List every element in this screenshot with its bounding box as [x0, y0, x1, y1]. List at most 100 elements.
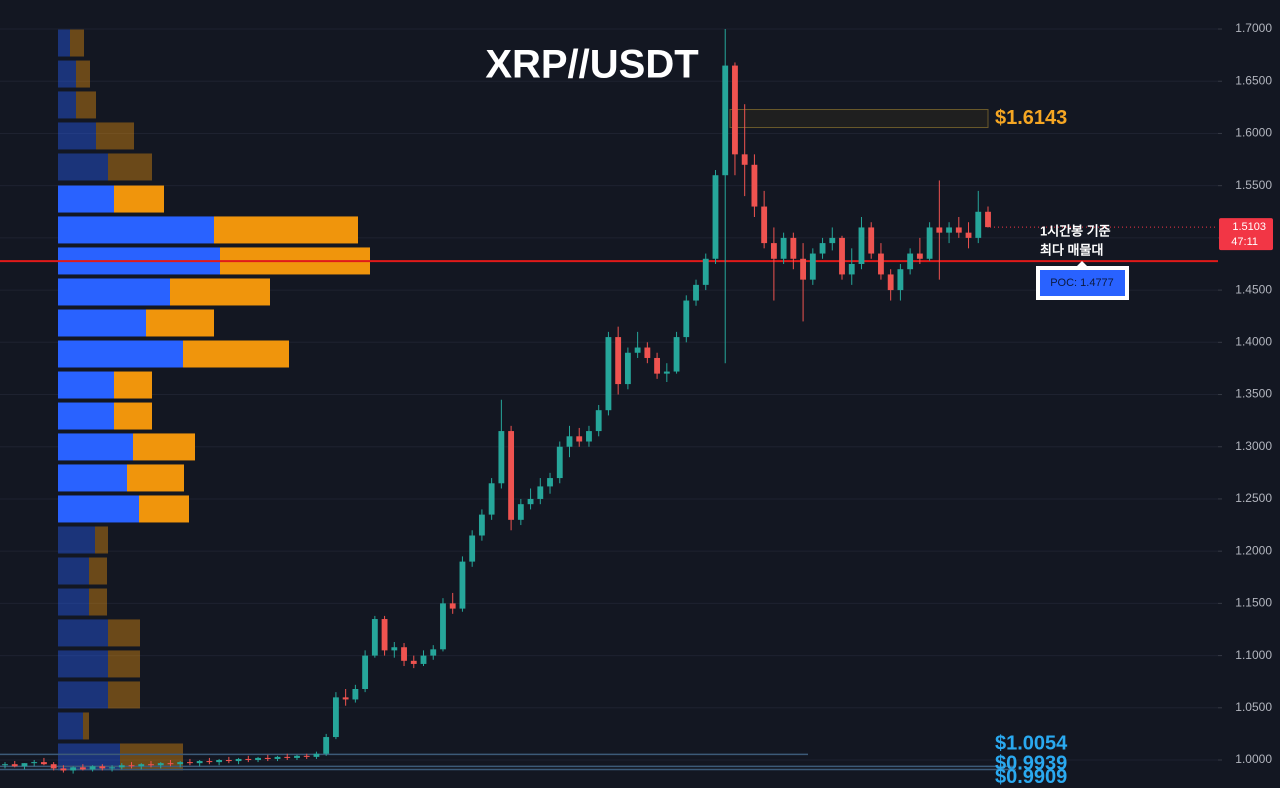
candle-body — [313, 753, 320, 757]
candle-body — [381, 619, 388, 651]
profile-sell-bar — [114, 371, 152, 399]
candle-body — [440, 603, 446, 650]
candle-body — [430, 649, 437, 656]
candle-body — [508, 431, 515, 520]
candle-body — [926, 227, 933, 259]
candle-body — [255, 757, 261, 761]
candle-body — [556, 446, 563, 479]
candle-body — [702, 258, 709, 285]
price-levels: $1.6143$1.0054$0.9939$0.9909 — [0, 107, 1218, 788]
candle-body — [128, 765, 135, 767]
candle-body — [488, 483, 495, 515]
candle-body — [907, 253, 914, 270]
candle-body — [654, 357, 661, 374]
profile-sell-bar — [214, 216, 358, 244]
candle-body — [89, 766, 96, 770]
y-tick-label: 1.1500 — [1235, 596, 1272, 610]
profile-sell-bar — [108, 681, 140, 709]
profile-buy-bar — [58, 153, 108, 181]
profile-buy-bar — [58, 185, 114, 213]
profile-buy-bar — [58, 619, 108, 647]
profile-buy-bar — [58, 433, 133, 461]
candle-body — [683, 300, 690, 338]
candle-body — [946, 227, 952, 233]
candle-body — [206, 761, 213, 763]
y-tick-label: 1.0500 — [1235, 700, 1272, 714]
candle-body — [118, 765, 125, 768]
candle-body — [936, 227, 943, 233]
profile-buy-bar — [58, 371, 114, 399]
volume-profile — [58, 29, 370, 771]
candle-body — [371, 619, 378, 656]
candle-body — [187, 762, 193, 764]
candle-body — [342, 697, 349, 700]
candle-body — [732, 65, 738, 155]
candle-body — [878, 253, 884, 275]
y-tick-label: 1.5500 — [1235, 178, 1272, 192]
candle-body — [138, 764, 145, 767]
candle-body — [391, 647, 398, 651]
candle-body — [167, 763, 174, 765]
profile-sell-bar — [89, 557, 107, 585]
profile-buy-bar — [58, 712, 83, 740]
y-tick-label: 1.1000 — [1235, 648, 1272, 662]
profile-buy-bar — [58, 464, 127, 492]
candle-body — [264, 757, 271, 759]
candle-body — [99, 766, 106, 769]
annotation: 최다 매물대 — [1040, 242, 1103, 257]
candle-body — [761, 206, 768, 244]
candle-body — [274, 756, 281, 759]
candle-body — [916, 253, 923, 259]
y-tick-label: 1.6500 — [1235, 73, 1272, 87]
candle-body — [712, 175, 719, 259]
candle-body — [770, 243, 777, 259]
candle-body — [624, 352, 631, 385]
candle-body — [605, 337, 612, 411]
candle-body — [693, 284, 699, 301]
y-tick-label: 1.3000 — [1235, 439, 1272, 453]
profile-sell-bar — [133, 433, 195, 461]
candle-body — [284, 756, 291, 758]
candle-body — [41, 762, 47, 765]
candle-body — [362, 655, 369, 690]
candle-body — [566, 436, 573, 447]
profile-buy-bar — [58, 526, 95, 554]
annotation: 1시간봉 기준 — [1040, 223, 1111, 238]
candle-body — [420, 655, 427, 664]
candle-body — [615, 337, 622, 385]
candle-body — [547, 478, 553, 487]
candle-body — [839, 237, 845, 275]
candle-body — [887, 274, 894, 291]
candle-body — [410, 660, 417, 664]
profile-buy-bar — [58, 588, 89, 616]
candle-body — [332, 697, 339, 738]
candle-body — [644, 347, 651, 358]
profile-sell-bar — [96, 122, 134, 150]
candle-body — [245, 758, 252, 761]
candle-body — [50, 764, 57, 769]
profile-sell-bar — [139, 495, 189, 523]
candle-body — [848, 263, 855, 275]
candle-body — [965, 232, 972, 238]
candle-body — [216, 760, 223, 763]
candle-body — [352, 689, 359, 700]
candle-body — [722, 65, 729, 176]
level-zone — [729, 109, 989, 129]
candle-body — [323, 737, 330, 754]
profile-sell-bar — [89, 588, 107, 616]
profile-buy-bar — [58, 340, 183, 368]
profile-buy-bar — [58, 650, 108, 678]
candle-body — [303, 755, 310, 757]
candle-body — [2, 764, 8, 766]
candle-body — [527, 498, 534, 505]
candle-body — [469, 535, 476, 562]
profile-sell-bar — [114, 402, 152, 430]
candle-body — [478, 514, 485, 536]
candle-body — [196, 761, 203, 764]
profile-buy-bar — [58, 122, 96, 150]
candle-body — [21, 763, 28, 767]
axis-background — [1218, 0, 1280, 788]
candle-body — [790, 237, 797, 259]
profile-buy-bar — [58, 29, 70, 57]
